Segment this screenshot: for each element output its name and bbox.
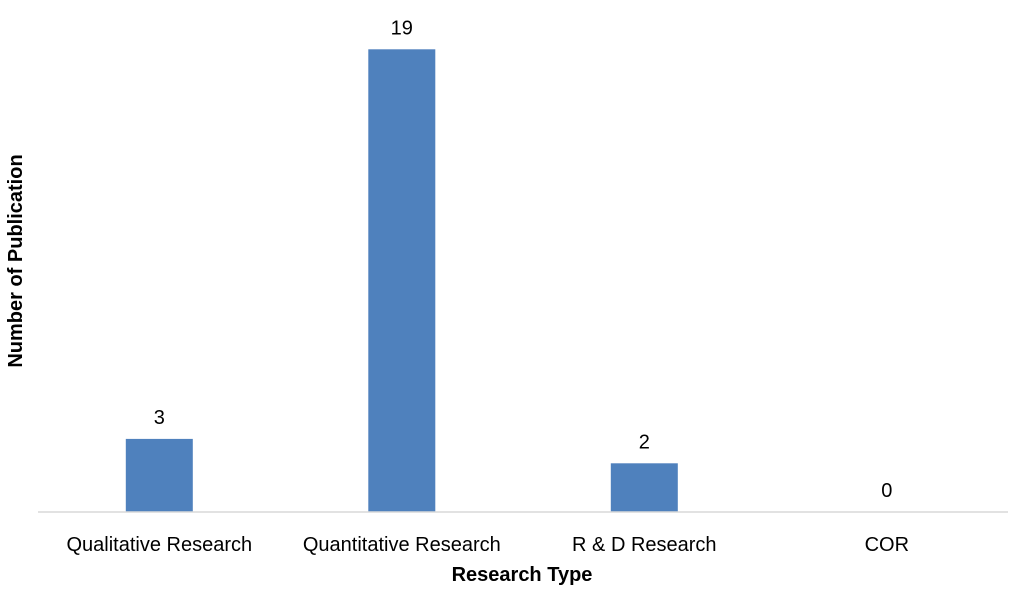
data-label-0: 3 — [154, 407, 165, 429]
data-label-2: 2 — [639, 431, 650, 453]
x-tick-label-2: R & D Research — [572, 534, 717, 556]
y-axis-title: Number of Publication — [5, 154, 27, 367]
bars-group — [125, 49, 678, 513]
bar-1 — [368, 49, 436, 513]
data-labels-group: 3 19 2 0 — [154, 17, 893, 502]
bar-0 — [125, 438, 193, 512]
x-tick-label-3: COR — [865, 534, 909, 556]
data-label-1: 19 — [391, 17, 413, 39]
x-tick-labels-group: Qualitative Research Quantitative Researc… — [66, 534, 909, 556]
x-axis-title: Research Type — [452, 564, 593, 586]
data-label-3: 0 — [881, 480, 892, 502]
bar-2 — [610, 463, 678, 512]
x-tick-label-0: Qualitative Research — [66, 534, 252, 556]
x-tick-label-1: Quantitative Research — [303, 534, 501, 556]
